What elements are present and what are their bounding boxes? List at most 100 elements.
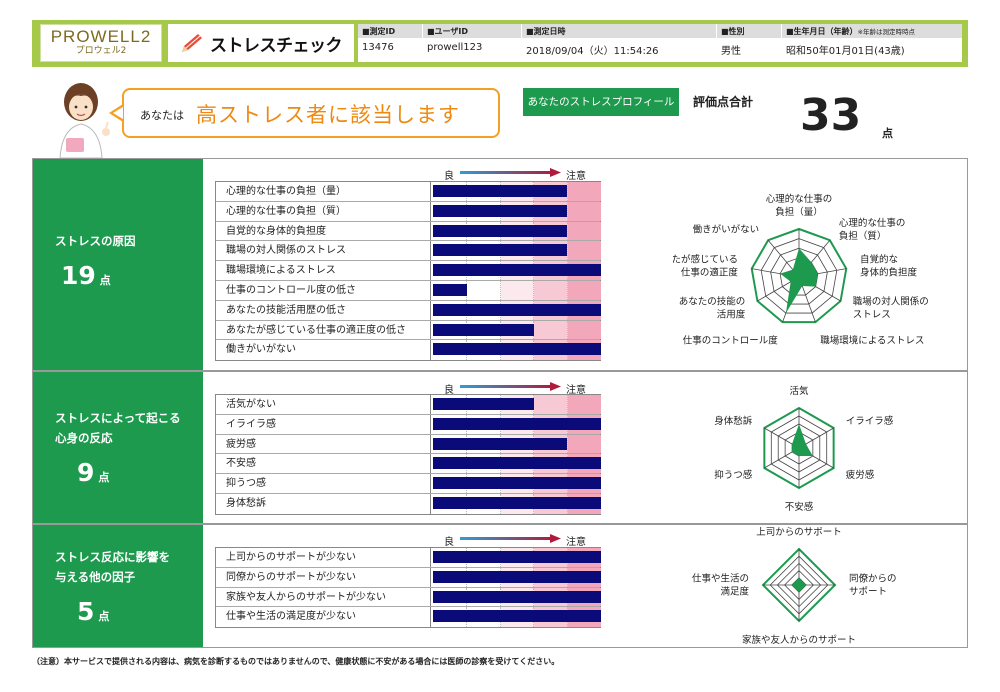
info-label-note: ※年齢は測定時時点 <box>857 28 916 36</box>
info-value: 昭和50年01月01日(43歳) <box>786 46 905 57</box>
verdict-prefix: あなたは <box>140 109 184 122</box>
bar-row-label: あなたが感じている仕事の適正度の低さ <box>216 320 431 340</box>
verdict-bubble: あなたは 高ストレス者に該当します <box>122 88 500 138</box>
logo-main-text: PROWELL2 <box>50 27 152 46</box>
measurement-info-table: ■測定ID 13476 ■ユーザID prowell123 ■測定日時 2018… <box>358 24 962 62</box>
section-score-unit: 点 <box>98 610 110 623</box>
bar-segment <box>534 395 569 414</box>
bar-segment <box>568 280 601 300</box>
bar-row-label: 仕事や生活の満足度が少ない <box>216 607 431 628</box>
scale-good-label: 良 <box>444 537 454 548</box>
bar-row-label: 心理的な仕事の負担（質） <box>216 201 431 221</box>
bar-row-label: 職場環境によるストレス <box>216 261 431 280</box>
header-bar: PROWELL2 プロウェル2 ストレスチェック ■測定ID 13476 ■ユー… <box>32 20 968 67</box>
radar-data-area <box>791 577 807 593</box>
info-value: 男性 <box>721 46 741 57</box>
bar-fill <box>433 303 601 316</box>
info-label-text: ■生年月日（年齢） <box>786 27 858 36</box>
section-score: 19 点 <box>61 261 111 290</box>
radar-axis-label: 不安感 <box>785 501 814 513</box>
bar-row: 自覚的な身体的負担度 <box>216 221 601 242</box>
bar-segment <box>568 182 601 201</box>
bar-row: 心理的な仕事の負担（量） <box>216 182 601 202</box>
scale-good-label: 良 <box>444 171 454 182</box>
total-score-unit: 点 <box>882 127 893 140</box>
footer-disclaimer: （注意）本サービスで提供される内容は、病気を診断するものではありませんので、健康… <box>32 657 560 666</box>
radar-chart: 心理的な仕事の負担（量）心理的な仕事の負担（質） 自覚的な身体的負担度職場の対人関… <box>673 193 929 346</box>
bar-fill <box>433 264 601 277</box>
bar-row-label: 自覚的な身体的負担度 <box>216 221 431 241</box>
bar-fill <box>433 477 601 490</box>
scale-caution-label: 注意 <box>566 171 586 182</box>
radar-axis-label: 疲労感 <box>846 469 875 481</box>
info-value: 13476 <box>362 42 394 53</box>
radar-axis-label: 抑うつ感 <box>714 469 753 481</box>
radar-axis-label: 上司からのサポート <box>756 527 842 538</box>
bar-row: 働きがいがない <box>216 340 601 361</box>
info-label: ■ユーザID <box>423 24 521 38</box>
bubble-tail-inner <box>113 107 123 119</box>
bar-table: 心理的な仕事の負担（量） 心理的な仕事の負担（質） 自覚的な身体的負担度 職場の対人関… <box>215 181 601 362</box>
radar-data-area <box>780 248 818 314</box>
bar-row: 上司からのサポートが少ない <box>216 548 601 568</box>
bar-fill <box>433 343 601 356</box>
radar-axis-label: 同僚からのサポート <box>849 573 897 598</box>
bar-row: 活気がない <box>216 395 601 415</box>
bar-segment <box>568 395 601 414</box>
bar-row-label: イライラ感 <box>216 414 431 434</box>
radar-axis-label: 仕事のコントロール度 <box>683 334 779 346</box>
section-title: ストレスによって起こる 心身の反応 <box>55 411 181 445</box>
bar-fill <box>433 185 568 197</box>
bar-fill <box>433 244 568 257</box>
nurse-icon <box>59 83 110 159</box>
scale-arrow-icon <box>460 534 561 543</box>
section-title: ストレス反応に影響を 与える他の因子 <box>55 550 170 584</box>
radar-axis-label: イライラ感 <box>846 415 894 427</box>
bar-fill <box>433 570 601 583</box>
radar-axis-label: 働きがいがない <box>693 224 760 236</box>
bar-row: 抑うつ感 <box>216 474 601 494</box>
bar-fill <box>433 417 601 430</box>
bar-row: 家族や友人からのサポートが少ない <box>216 587 601 608</box>
radar-axis-label: あなたが感じている仕事の適正度 <box>673 254 738 279</box>
bar-fill <box>433 398 534 410</box>
bar-row-label: 抑うつ感 <box>216 474 431 493</box>
total-score-value: 33 <box>800 90 862 141</box>
section-title: ストレスの原因 <box>55 234 136 248</box>
app-title: ストレスチェック <box>210 36 343 56</box>
info-col-user-id: ■ユーザID prowell123 <box>423 24 521 62</box>
section-score-value: 9 <box>77 458 95 487</box>
info-label: ■生年月日（年齢）※年齢は測定時時点 <box>782 24 962 38</box>
bar-row-label: 上司からのサポートが少ない <box>216 548 431 567</box>
bar-fill <box>433 204 568 217</box>
scale-arrow-icon <box>460 382 561 391</box>
radar-axis-label: 家族や友人からのサポート <box>742 634 856 646</box>
bar-row: 仕事のコントロール度の低さ <box>216 280 601 301</box>
info-label: ■測定ID <box>358 24 422 38</box>
bar-segment <box>534 280 569 300</box>
radar-data-area <box>792 424 813 456</box>
bar-table: 上司からのサポートが少ない 同僚からのサポートが少ない 家族や友人からのサポートが少… <box>215 547 601 629</box>
bar-table: 活気がない イライラ感 疲労感 不安感 抑うつ感 身体愁訴 <box>215 394 601 515</box>
stress-profile-badge: あなたのストレスプロフィール <box>523 88 679 116</box>
bar-segment <box>568 320 601 340</box>
radar-axis-label: 心理的な仕事の負担（質） <box>839 217 906 242</box>
info-label: ■性別 <box>717 24 781 38</box>
scale-arrow-icon <box>460 168 561 177</box>
radar-axis-label: 活気 <box>789 385 809 397</box>
scale-header: 良 注意 <box>444 533 604 548</box>
logo-sub-text: プロウェル2 <box>75 46 127 56</box>
info-col-datetime: ■測定日時 2018/09/04（火）11:54:26 <box>522 24 716 62</box>
info-col-measure-id: ■測定ID 13476 <box>358 24 422 62</box>
bar-fill <box>433 590 601 603</box>
radar-grid-ring <box>779 257 819 296</box>
bar-fill <box>433 283 467 296</box>
bar-row: 疲労感 <box>216 434 601 455</box>
bar-row: あなたが感じている仕事の適正度の低さ <box>216 320 601 341</box>
bar-row-label: 働きがいがない <box>216 340 431 361</box>
bar-segment <box>534 320 569 340</box>
scale-header: 良 注意 <box>444 381 604 396</box>
